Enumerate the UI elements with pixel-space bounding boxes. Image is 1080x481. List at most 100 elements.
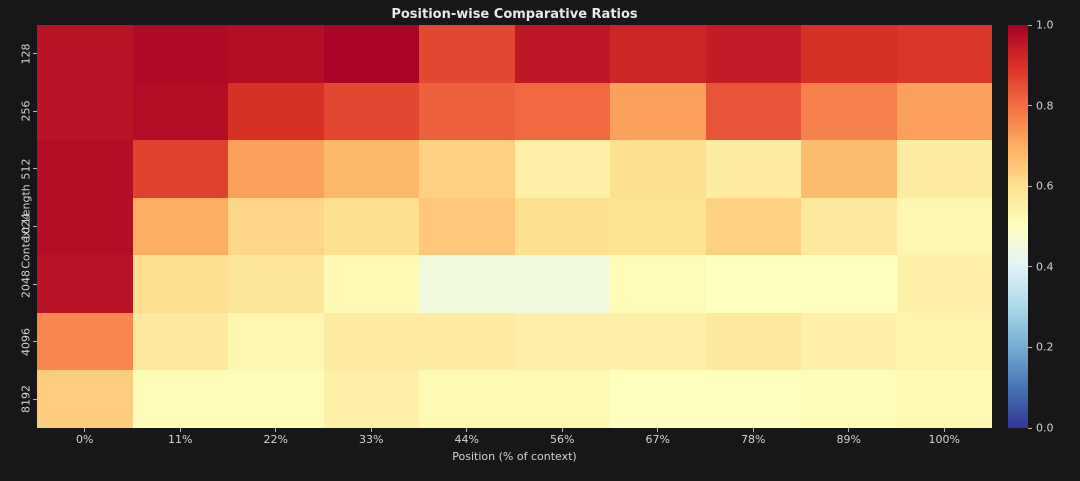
x-tick-label: 44% (454, 433, 479, 446)
y-tick-mark (33, 283, 37, 285)
colorbar-tick-label: 0.0 (1036, 421, 1054, 435)
x-tick-mark (943, 428, 945, 432)
y-tick-mark (33, 226, 37, 227)
heatmap-cell (896, 370, 992, 428)
heatmap-cell (323, 312, 419, 371)
heatmap-cell (896, 140, 992, 198)
heatmap-cell (896, 255, 992, 313)
colorbar-tick-mark (1028, 105, 1032, 107)
heatmap-cell (37, 312, 133, 371)
heatmap-cell (419, 312, 515, 371)
heatmap-cell (896, 25, 992, 83)
heatmap-cell (419, 140, 515, 198)
x-tick-label: 67% (645, 433, 670, 446)
y-tick-mark (33, 398, 37, 400)
heatmap-cell (801, 255, 897, 313)
heatmap-cell (514, 140, 610, 198)
heatmap-cell (132, 82, 228, 141)
x-tick-mark (179, 428, 181, 432)
heatmap-cell (610, 82, 706, 141)
colorbar-tick-label: 0.4 (1036, 260, 1054, 274)
heatmap-cell (514, 82, 610, 141)
heatmap-cell (228, 82, 324, 141)
heatmap-cell (801, 25, 897, 83)
x-tick-mark (370, 428, 372, 432)
chart-title: Position-wise Comparative Ratios (391, 7, 638, 22)
heatmap-cell (419, 197, 515, 256)
colorbar-tick-mark (1028, 185, 1032, 187)
x-tick-mark (752, 428, 754, 432)
heatmap-cell (610, 255, 706, 313)
colorbar-tick-mark (1028, 266, 1032, 268)
heatmap-cell (228, 25, 324, 83)
y-tick-mark (33, 341, 37, 343)
heatmap-cell (705, 370, 801, 428)
y-tick-label: 512 (19, 158, 33, 180)
y-tick-label: 128 (19, 43, 33, 65)
colorbar-tick-label: 0.6 (1036, 179, 1054, 193)
x-tick-label: 78% (741, 433, 766, 446)
heatmap-cell (132, 197, 228, 256)
heatmap-grid (37, 25, 992, 428)
y-tick-mark (33, 53, 37, 55)
heatmap-cell (37, 140, 133, 198)
heatmap-cell (610, 25, 706, 83)
heatmap-cell (132, 140, 228, 198)
heatmap-cell (801, 82, 897, 141)
heatmap-cell (228, 255, 324, 313)
y-tick-label: 1024 (19, 212, 33, 241)
colorbar-gradient (1008, 25, 1028, 428)
heatmap-cell (323, 197, 419, 256)
heatmap-cell (896, 197, 992, 256)
heatmap-cell (514, 370, 610, 428)
heatmap-cell (610, 370, 706, 428)
x-tick-label: 11% (168, 433, 193, 446)
y-tick-label: 256 (19, 100, 33, 122)
y-tick-label: 2048 (19, 270, 33, 299)
heatmap-cell (323, 140, 419, 198)
heatmap-cell (705, 140, 801, 198)
y-tick-mark (33, 168, 37, 170)
heatmap-cell (896, 312, 992, 371)
colorbar-tick-label: 0.2 (1036, 340, 1054, 354)
heatmap-cell (37, 82, 133, 141)
heatmap-cell (323, 82, 419, 141)
heatmap-cell (37, 25, 133, 83)
heatmap-cell (132, 312, 228, 371)
y-tick-label: 4096 (19, 327, 33, 356)
heatmap-cell (419, 370, 515, 428)
heatmap-cell (323, 370, 419, 428)
y-tick-mark (33, 110, 37, 112)
colorbar-tick-mark (1028, 427, 1032, 429)
heatmap-cell (705, 82, 801, 141)
y-tick-label: 8192 (19, 385, 33, 414)
x-tick-mark (657, 428, 659, 432)
heatmap-cell (228, 197, 324, 256)
x-tick-label: 100% (928, 433, 960, 446)
heatmap-cell (705, 312, 801, 371)
heatmap-cell (514, 197, 610, 256)
heatmap-cell (323, 255, 419, 313)
colorbar-tick-mark (1028, 346, 1032, 348)
x-axis-label: Position (% of context) (452, 450, 577, 463)
x-tick-mark (466, 428, 468, 432)
heatmap-cell (132, 25, 228, 83)
x-tick-mark (84, 428, 86, 432)
heatmap-cell (132, 370, 228, 428)
x-tick-mark (561, 428, 563, 432)
heatmap-cell (705, 255, 801, 313)
heatmap-cell (323, 25, 419, 83)
x-tick-label: 22% (263, 433, 288, 446)
x-tick-label: 33% (359, 433, 384, 446)
heatmap-cell (610, 140, 706, 198)
heatmap-cell (801, 312, 897, 371)
heatmap-cell (801, 140, 897, 198)
heatmap-cell (801, 370, 897, 428)
heatmap-cell (610, 312, 706, 371)
heatmap-cell (705, 25, 801, 83)
heatmap-cell (514, 312, 610, 371)
heatmap-cell (228, 140, 324, 198)
heatmap-cell (896, 82, 992, 141)
heatmap-cell (705, 197, 801, 256)
